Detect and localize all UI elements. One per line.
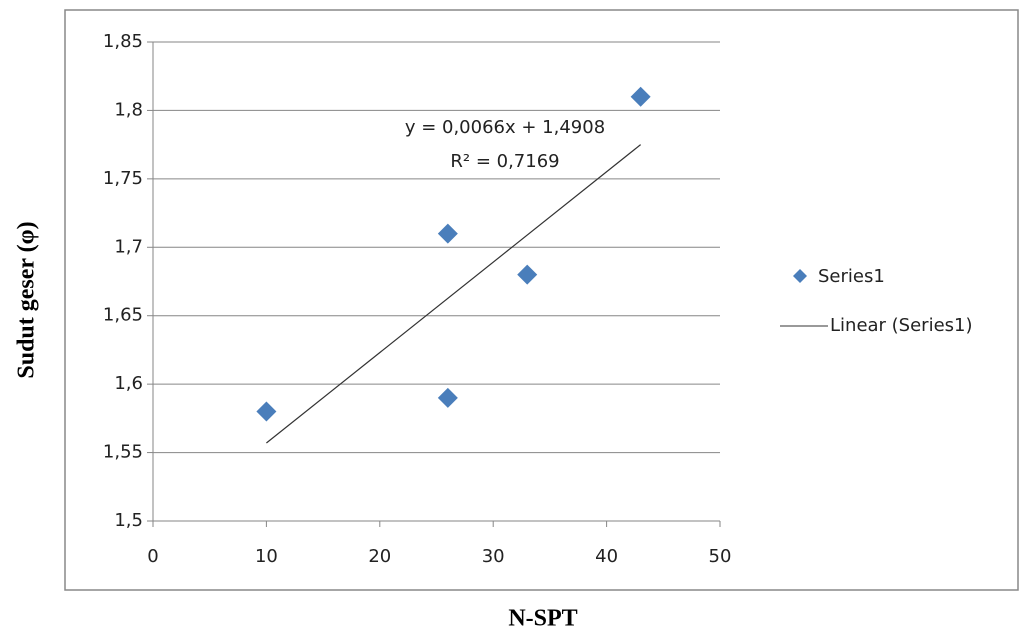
x-axis-title: N-SPT	[508, 606, 577, 632]
trendline-equation: y = 0,0066x + 1,4908	[405, 117, 605, 138]
y-tick-label: 1,7	[114, 236, 143, 257]
x-tick-label: 40	[595, 546, 618, 567]
legend-marker	[793, 269, 807, 283]
x-tick-label: 20	[368, 546, 391, 567]
point	[256, 401, 277, 422]
y-tick-label: 1,65	[103, 305, 143, 326]
y-tick-label: 1,75	[103, 168, 143, 189]
x-tick-label: 30	[482, 546, 505, 567]
point	[437, 223, 458, 244]
x-tick-label: 0	[147, 546, 158, 567]
y-tick-label: 1,5	[114, 510, 143, 531]
y-tick-label: 1,85	[103, 31, 143, 52]
trendline-r-squared: R² = 0,7169	[450, 151, 559, 172]
legend-label: Series1	[818, 266, 885, 287]
y-tick-label: 1,8	[114, 99, 143, 120]
point	[437, 387, 458, 408]
y-tick-label: 1,6	[114, 373, 143, 394]
x-tick-label: 50	[709, 546, 732, 567]
chart-frame	[64, 9, 1019, 591]
y-tick-label: 1,55	[103, 442, 143, 463]
legend-label: Linear (Series1)	[830, 315, 973, 336]
point	[517, 264, 538, 285]
point	[630, 86, 651, 107]
trendline	[266, 144, 641, 444]
x-tick-label: 10	[255, 546, 278, 567]
y-axis-title: Sudut geser (φ)	[14, 221, 40, 378]
